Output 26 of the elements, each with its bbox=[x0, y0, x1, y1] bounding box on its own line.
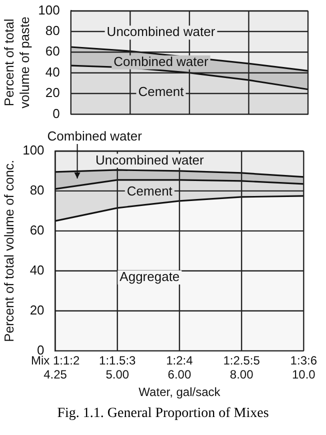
x-tick-label: 1:3:6 10.0 bbox=[290, 353, 318, 382]
caption: Fig. 1.1. General Proportion of Mixes bbox=[56, 406, 270, 422]
x-axis-title: Water, gal/sack bbox=[138, 385, 222, 400]
x-tick-label: 1:1.5:3 5.00 bbox=[99, 353, 136, 382]
y-axis-title: Percent of total volume of paste bbox=[1, 16, 32, 108]
series-label: Cement bbox=[138, 84, 184, 99]
x-tick-label: 1:2.5:5 8.00 bbox=[223, 353, 260, 382]
y-tick-label: 80 bbox=[30, 182, 44, 198]
y-axis-title: Percent of total volume of conc. bbox=[1, 160, 16, 342]
series-label: Aggregate bbox=[120, 269, 180, 284]
y-tick-label: 60 bbox=[30, 222, 44, 238]
y-tick-label: 20 bbox=[30, 302, 44, 318]
y-tick-label: 60 bbox=[45, 44, 60, 59]
series-label: Cement bbox=[126, 184, 173, 199]
y-tick-label: 80 bbox=[45, 23, 60, 38]
text: Combined water bbox=[47, 128, 143, 144]
series-label: Uncombined water bbox=[106, 24, 216, 40]
y-tick-label: 0 bbox=[52, 106, 60, 121]
y-tick-label: 20 bbox=[45, 85, 60, 100]
series-label: Combined water bbox=[114, 54, 209, 69]
y-tick-label: 100 bbox=[38, 2, 60, 18]
y-tick-label: 40 bbox=[30, 262, 44, 278]
series-label: Uncombined water bbox=[95, 152, 205, 168]
x-tick-label: 1:2:4 6.00 bbox=[166, 353, 194, 382]
y-tick-label: 100 bbox=[22, 142, 44, 158]
y-tick-label: 40 bbox=[45, 64, 60, 80]
